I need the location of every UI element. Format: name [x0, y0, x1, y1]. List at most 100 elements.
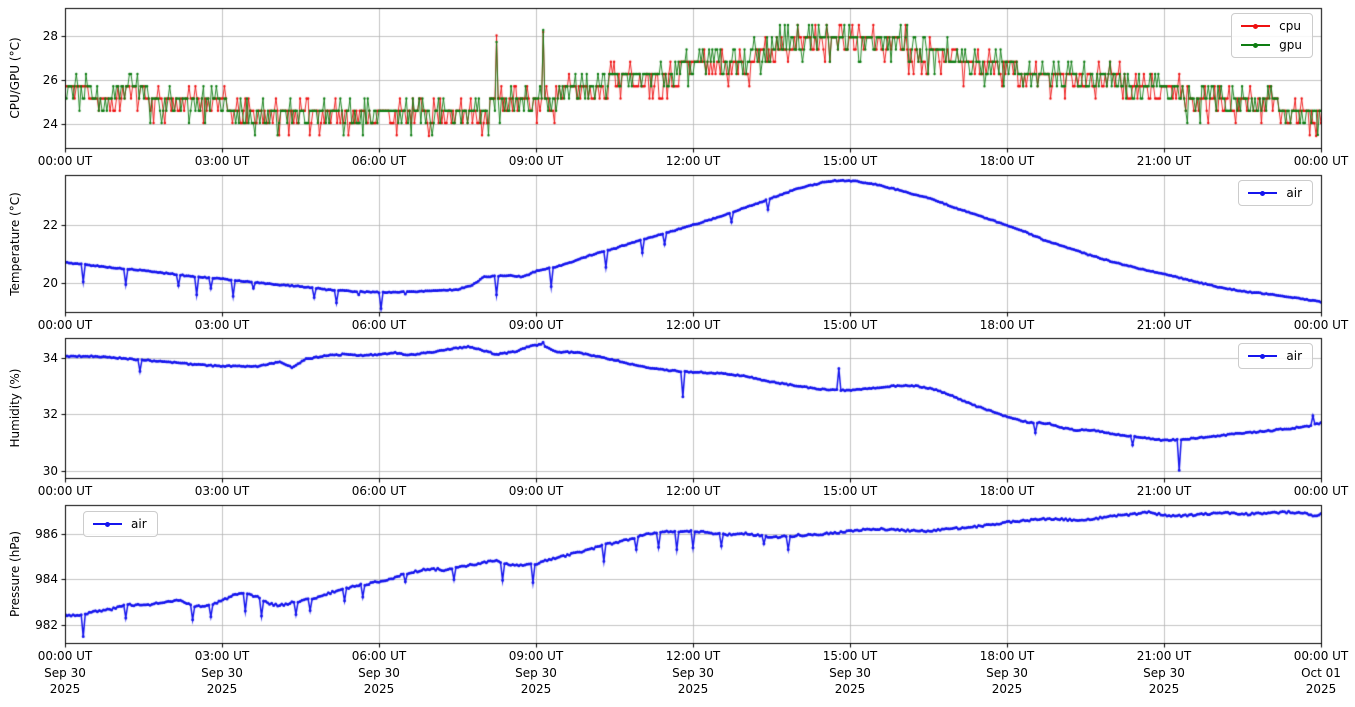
x-tick-time: 06:00 UT	[351, 649, 407, 663]
legend-line-sample	[1248, 190, 1278, 196]
x-tick-label: 09:00 UT Sep 30 2025	[509, 648, 564, 698]
x-tick-label: 21:00 UT	[1137, 153, 1192, 170]
x-tick-time: 09:00 UT	[508, 154, 564, 168]
x-tick-time: 00:00 UT	[37, 318, 93, 332]
x-tick-label: 21:00 UT	[1137, 483, 1192, 500]
legend-entry-air: air	[1248, 349, 1302, 363]
x-tick-year: 2025	[520, 682, 552, 696]
legend-cpu-gpu: cpu gpu	[1231, 13, 1313, 58]
x-tick-time: 00:00 UT	[37, 484, 93, 498]
legend-pressure: air	[83, 511, 158, 537]
x-tick-label: 00:00 UT	[1294, 153, 1349, 170]
x-tick-year: 2025	[49, 682, 81, 696]
x-tick-time: 00:00 UT	[37, 154, 93, 168]
y-tick-label: 28	[42, 29, 58, 44]
x-tick-date: Sep 30	[44, 665, 86, 680]
x-tick-label: 00:00 UT Oct 01 2025	[1294, 648, 1349, 698]
x-tick-label: 00:00 UT	[38, 483, 93, 500]
x-tick-label: 15:00 UT	[823, 317, 878, 334]
legend-marker-dot	[1260, 353, 1266, 359]
legend-label: air	[1286, 349, 1302, 363]
x-tick-time: 12:00 UT	[665, 318, 721, 332]
x-tick-year: 2025	[834, 682, 866, 696]
x-tick-label: 09:00 UT	[509, 153, 564, 170]
y-tick-label: 32	[42, 407, 58, 422]
legend-line-sample	[1241, 23, 1271, 29]
y-tick-label: 22	[42, 218, 58, 233]
legend-marker-dot	[105, 521, 110, 527]
x-tick-label: 03:00 UT	[195, 483, 250, 500]
x-tick-label: 18:00 UT	[980, 483, 1035, 500]
legend-line-sample	[1241, 42, 1271, 48]
x-tick-label: 18:00 UT	[980, 317, 1035, 334]
legend-temperature: air	[1238, 180, 1313, 206]
x-tick-time: 18:00 UT	[979, 154, 1035, 168]
x-tick-time: 03:00 UT	[194, 318, 250, 332]
x-tick-date: Oct 01	[1301, 665, 1341, 680]
y-tick-label: 984	[35, 572, 58, 587]
x-tick-date: Sep 30	[986, 665, 1028, 680]
x-tick-time: 00:00 UT	[1293, 484, 1349, 498]
legend-entry-cpu: cpu	[1241, 19, 1302, 33]
x-tick-time: 21:00 UT	[1136, 318, 1192, 332]
x-tick-label: 00:00 UT	[38, 153, 93, 170]
legend-entry-gpu: gpu	[1241, 38, 1302, 52]
y-tick-label: 986	[35, 526, 58, 541]
legend-humidity: air	[1238, 343, 1313, 369]
x-tick-label: 15:00 UT Sep 30 2025	[823, 648, 878, 698]
x-tick-time: 09:00 UT	[508, 318, 564, 332]
legend-marker-dot	[1260, 190, 1266, 196]
x-tick-label: 12:00 UT	[666, 153, 721, 170]
x-tick-date: Sep 30	[201, 665, 243, 680]
x-tick-time: 12:00 UT	[665, 649, 721, 663]
legend-label: cpu	[1279, 19, 1301, 33]
legend-marker-dot	[1253, 23, 1259, 29]
x-tick-date: Sep 30	[515, 665, 557, 680]
x-tick-time: 18:00 UT	[979, 484, 1035, 498]
y-tick-label: 24	[42, 116, 58, 131]
x-tick-label: 18:00 UT Sep 30 2025	[980, 648, 1035, 698]
x-tick-time: 09:00 UT	[508, 484, 564, 498]
x-tick-year: 2025	[1148, 682, 1180, 696]
x-tick-label: 15:00 UT	[823, 153, 878, 170]
x-tick-label: 09:00 UT	[509, 317, 564, 334]
x-tick-time: 00:00 UT	[1293, 318, 1349, 332]
x-tick-time: 12:00 UT	[665, 484, 721, 498]
x-tick-time: 00:00 UT	[37, 649, 93, 663]
x-tick-label: 06:00 UT	[352, 153, 407, 170]
x-tick-time: 06:00 UT	[351, 154, 407, 168]
x-tick-time: 03:00 UT	[194, 649, 250, 663]
x-tick-label: 00:00 UT	[38, 317, 93, 334]
x-tick-year: 2025	[991, 682, 1023, 696]
x-tick-time: 12:00 UT	[665, 154, 721, 168]
x-tick-time: 09:00 UT	[508, 649, 564, 663]
x-tick-label: 15:00 UT	[823, 483, 878, 500]
legend-entry-air: air	[93, 517, 147, 531]
x-tick-time: 18:00 UT	[979, 318, 1035, 332]
x-tick-label: 06:00 UT	[352, 483, 407, 500]
y-tick-label: 34	[42, 350, 58, 365]
x-tick-label: 03:00 UT Sep 30 2025	[195, 648, 250, 698]
x-tick-time: 21:00 UT	[1136, 649, 1192, 663]
y-tick-label: 26	[42, 73, 58, 88]
legend-label: air	[1286, 186, 1302, 200]
legend-marker-dot	[1253, 42, 1259, 48]
x-tick-time: 18:00 UT	[979, 649, 1035, 663]
x-tick-label: 00:00 UT	[1294, 483, 1349, 500]
x-tick-time: 21:00 UT	[1136, 484, 1192, 498]
x-tick-label: 09:00 UT	[509, 483, 564, 500]
legend-line-sample	[93, 521, 122, 527]
x-tick-time: 03:00 UT	[194, 484, 250, 498]
x-tick-label: 12:00 UT	[666, 483, 721, 500]
legend-label: air	[131, 517, 147, 531]
legend-entry-air: air	[1248, 186, 1302, 200]
x-tick-year: 2025	[677, 682, 709, 696]
x-tick-label: 21:00 UT	[1137, 317, 1192, 334]
x-tick-time: 15:00 UT	[822, 154, 878, 168]
x-tick-label: 00:00 UT Sep 30 2025	[38, 648, 93, 698]
x-tick-date: Sep 30	[829, 665, 871, 680]
x-tick-date: Sep 30	[358, 665, 400, 680]
x-tick-time: 06:00 UT	[351, 318, 407, 332]
